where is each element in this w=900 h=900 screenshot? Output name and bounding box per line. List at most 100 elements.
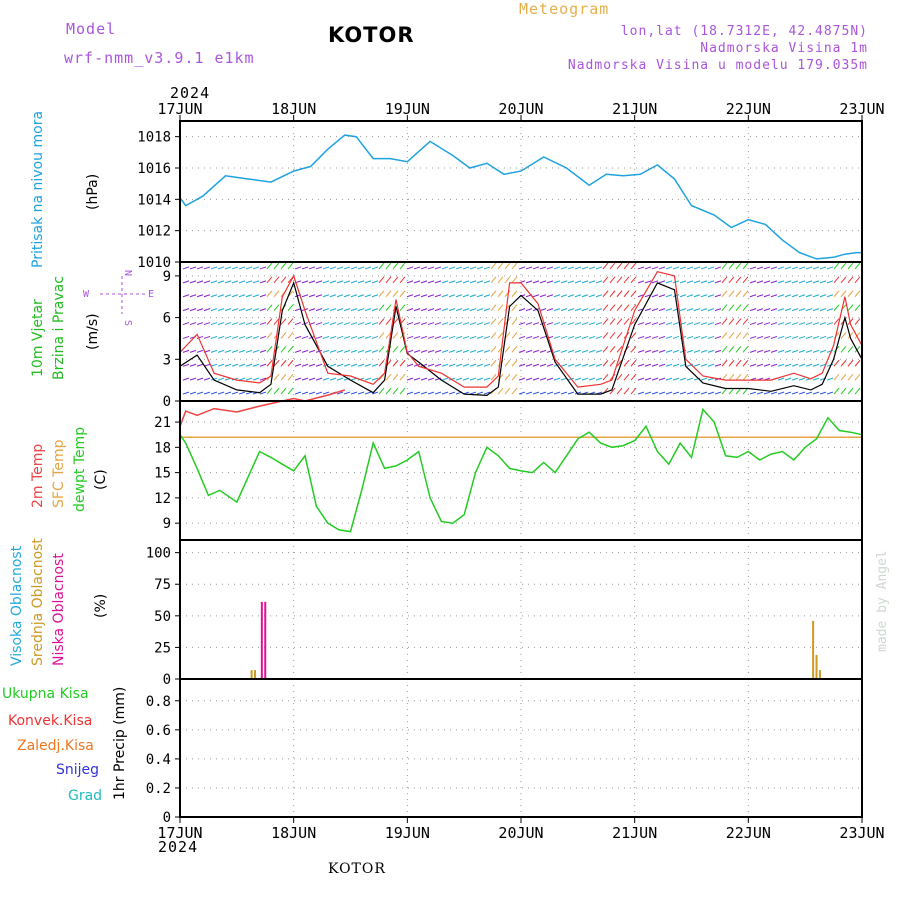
wind-barb [224, 349, 232, 353]
wind-barb [385, 332, 392, 339]
wind-barb [462, 308, 470, 312]
wind-barb [413, 294, 421, 298]
wind-barb [455, 335, 463, 339]
wind-barb [819, 377, 827, 381]
wind-barb [343, 322, 351, 326]
wind-barb [560, 308, 568, 312]
wind-barb [518, 335, 526, 339]
wind-barb [280, 290, 287, 298]
wind-barb [658, 322, 666, 326]
wind-barb [238, 322, 246, 326]
wind-barb [623, 318, 630, 325]
wind-barb [231, 391, 239, 395]
wind-barb [616, 276, 623, 284]
wind-barb [742, 290, 749, 298]
wind-barb [490, 373, 497, 381]
wind-barb [539, 335, 547, 339]
wind-barb [532, 377, 540, 381]
wind-barb [854, 346, 861, 353]
wind-barb [483, 266, 491, 270]
wind-barb [469, 266, 477, 270]
wind-barb [658, 391, 666, 395]
wind-barb [308, 377, 316, 381]
wind-barb [364, 349, 372, 353]
wind-barb [364, 280, 372, 284]
wind-barb [763, 308, 771, 312]
wind-barb [490, 304, 497, 311]
wind-barb [399, 373, 406, 381]
wind-barb [182, 308, 190, 312]
grid [180, 121, 862, 818]
wind-barb [770, 266, 778, 270]
wind-barb [539, 294, 547, 298]
wind-barb [819, 349, 827, 353]
wind-barb [651, 391, 659, 395]
wind-barb [665, 308, 673, 312]
wind-barb [553, 280, 561, 284]
wind-barb [644, 322, 652, 326]
wind-barb [637, 322, 645, 326]
wind-barb [329, 335, 337, 339]
wind-barb [714, 363, 722, 367]
wind-barb [735, 346, 742, 353]
wind-barb [462, 335, 470, 339]
panel-frame-precip [179, 678, 863, 818]
wind-barb [714, 391, 722, 395]
wind-barb [574, 349, 582, 353]
wind-barb [728, 359, 735, 367]
wind-barb [406, 266, 414, 270]
wind-barb [469, 377, 477, 381]
wind-barb [189, 377, 197, 381]
wind-barb [672, 322, 680, 326]
wind-barb [392, 276, 399, 284]
wind-barb [609, 346, 616, 353]
wind-barb [798, 377, 806, 381]
wind-barb [287, 304, 294, 311]
wind-barb [364, 377, 372, 381]
total-precip-label: Ukupna Kisa [2, 686, 89, 702]
wind-barb [441, 363, 449, 367]
wind-barb [364, 266, 372, 270]
wind-barb [189, 294, 197, 298]
wind-barb [644, 335, 652, 339]
wind-barb [224, 266, 232, 270]
wind-barb [280, 387, 287, 395]
wind-barb [742, 359, 749, 367]
wind-barb [791, 322, 799, 326]
wind-barb [707, 377, 715, 381]
wind-barb [714, 377, 722, 381]
wind-barb [427, 322, 435, 326]
wind-barb [399, 276, 406, 284]
wind-barb [231, 308, 239, 312]
wind-barb [434, 377, 442, 381]
wind-barb [602, 332, 609, 339]
wind-barb [315, 280, 323, 284]
wind-barb [245, 308, 253, 312]
wind-barb [210, 322, 218, 326]
wind-barb [735, 318, 742, 325]
wind-barb [329, 363, 337, 367]
wind-barb [245, 349, 253, 353]
wind-barb [497, 304, 504, 311]
wind-barb [812, 308, 820, 312]
wind-barb [700, 266, 708, 270]
wind-barb [777, 280, 785, 284]
wind-barb [504, 373, 511, 381]
wind-barb [630, 318, 637, 325]
wind-barb [462, 294, 470, 298]
wind-barb [553, 335, 561, 339]
wind-barb [518, 266, 526, 270]
wind-barb [749, 335, 757, 339]
wind-barb [350, 391, 358, 395]
wind-barb [812, 391, 820, 395]
wind-barb [798, 322, 806, 326]
wind-barb [574, 391, 582, 395]
wind-barb [504, 387, 511, 395]
wind-barb [399, 387, 406, 395]
wind-barb [462, 363, 470, 367]
wind-barb [378, 359, 385, 367]
wind-barb [476, 322, 484, 326]
wind-barb [553, 391, 561, 395]
wind-barb [273, 373, 280, 381]
wind-barb [448, 294, 456, 298]
